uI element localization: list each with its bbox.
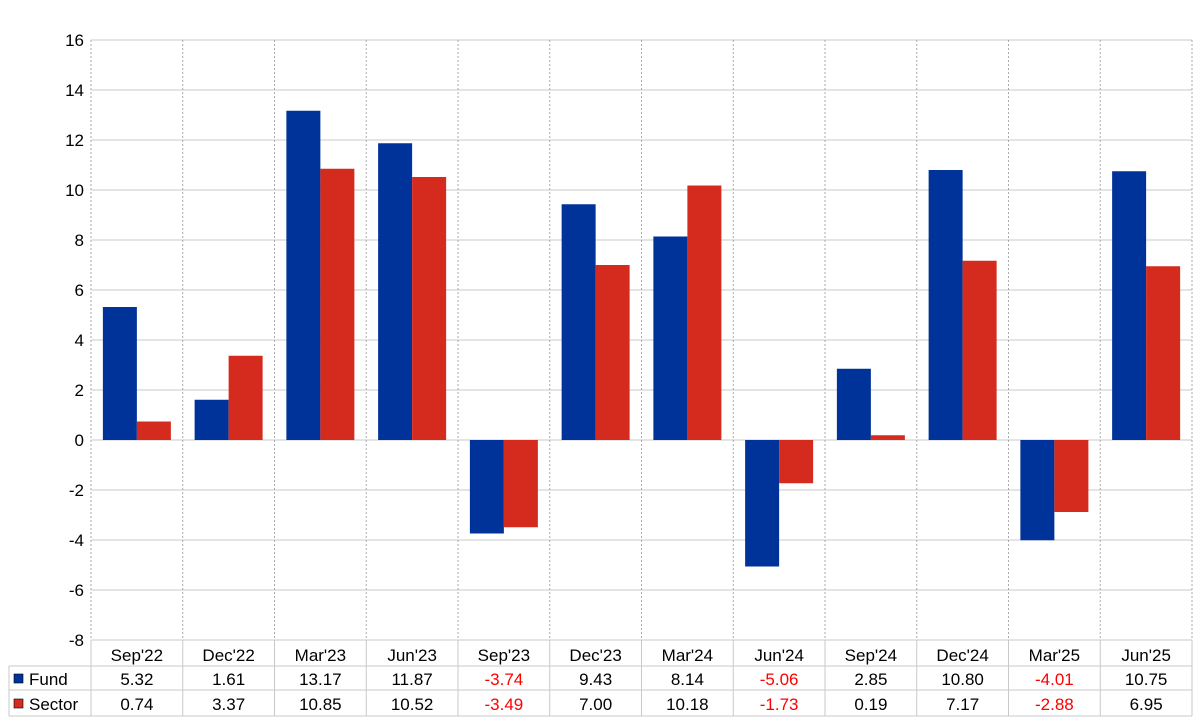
y-tick-label: -4: [69, 531, 84, 550]
y-tick-label: 8: [75, 231, 84, 250]
bar-fund: [286, 110, 321, 440]
data-label-fund: -5.06: [760, 670, 799, 689]
category-label: Sep'24: [845, 646, 897, 665]
data-label-fund: 11.87: [391, 670, 432, 689]
bar-sector: [870, 435, 905, 440]
legend-swatch-sector: [13, 698, 24, 709]
y-tick-label: 6: [75, 281, 84, 300]
bar-fund: [194, 399, 229, 440]
bar-fund: [1020, 440, 1055, 541]
data-label-fund: 13.17: [299, 670, 342, 689]
data-label-fund: 10.75: [1125, 670, 1168, 689]
category-label: Sep'22: [111, 646, 163, 665]
category-label: Mar'24: [662, 646, 713, 665]
data-label-sector: 6.95: [1130, 695, 1163, 714]
bar-fund: [745, 440, 780, 567]
data-label-sector: -2.88: [1035, 695, 1074, 714]
bar-fund: [378, 143, 413, 440]
bar-sector: [1146, 266, 1181, 440]
bar-fund: [653, 236, 688, 440]
bar-sector: [503, 440, 538, 528]
y-tick-label: 10: [65, 181, 84, 200]
data-label-fund: -4.01: [1035, 670, 1074, 689]
data-label-sector: 7.17: [946, 695, 979, 714]
legend-label-fund: Fund: [29, 670, 68, 689]
data-label-sector: 10.85: [299, 695, 342, 714]
category-label: Mar'25: [1029, 646, 1080, 665]
data-label-sector: 0.74: [120, 695, 153, 714]
y-tick-label: 2: [75, 381, 84, 400]
y-tick-label: 14: [65, 81, 84, 100]
data-label-sector: -3.49: [485, 695, 524, 714]
category-label: Jun'24: [754, 646, 804, 665]
y-tick-label: -6: [69, 581, 84, 600]
data-label-sector: 3.37: [212, 695, 245, 714]
legend-label-sector: Sector: [29, 695, 78, 714]
y-tick-label: -8: [69, 631, 84, 650]
category-label: Mar'23: [295, 646, 346, 665]
bar-fund: [102, 307, 137, 440]
category-label: Dec'22: [202, 646, 254, 665]
data-label-fund: 1.61: [212, 670, 245, 689]
bar-fund: [561, 204, 596, 440]
bar-sector: [1054, 440, 1089, 512]
bar-sector: [687, 185, 722, 440]
bar-fund: [836, 368, 871, 440]
bar-sector: [595, 265, 630, 440]
category-label: Dec'23: [569, 646, 621, 665]
y-tick-label: -2: [69, 481, 84, 500]
bar-sector: [136, 421, 171, 440]
data-label-fund: 8.14: [671, 670, 704, 689]
category-label: Dec'24: [936, 646, 988, 665]
data-label-fund: 9.43: [579, 670, 612, 689]
data-label-fund: 5.32: [120, 670, 153, 689]
category-label: Jun'23: [387, 646, 437, 665]
category-label: Jun'25: [1121, 646, 1171, 665]
bar-sector: [962, 260, 997, 440]
bar-fund: [928, 170, 963, 440]
data-label-sector: 7.00: [579, 695, 612, 714]
bar-fund: [1112, 171, 1147, 440]
y-tick-label: 12: [65, 131, 84, 150]
bar-sector: [779, 440, 814, 484]
data-label-fund: 2.85: [854, 670, 887, 689]
data-label-sector: 10.52: [391, 695, 434, 714]
bar-sector: [412, 177, 447, 440]
bar-fund: [469, 440, 504, 534]
data-label-fund: 10.80: [941, 670, 984, 689]
y-tick-label: 0: [75, 431, 84, 450]
bar-sector: [320, 168, 355, 440]
bar-sector: [228, 355, 263, 440]
data-label-fund: -3.74: [485, 670, 524, 689]
y-tick-label: 4: [75, 331, 84, 350]
y-tick-label: 16: [65, 31, 84, 50]
category-label: Sep'23: [478, 646, 530, 665]
data-label-sector: -1.73: [760, 695, 799, 714]
legend-swatch-fund: [13, 673, 24, 684]
data-label-sector: 10.18: [666, 695, 709, 714]
data-label-sector: 0.19: [854, 695, 887, 714]
